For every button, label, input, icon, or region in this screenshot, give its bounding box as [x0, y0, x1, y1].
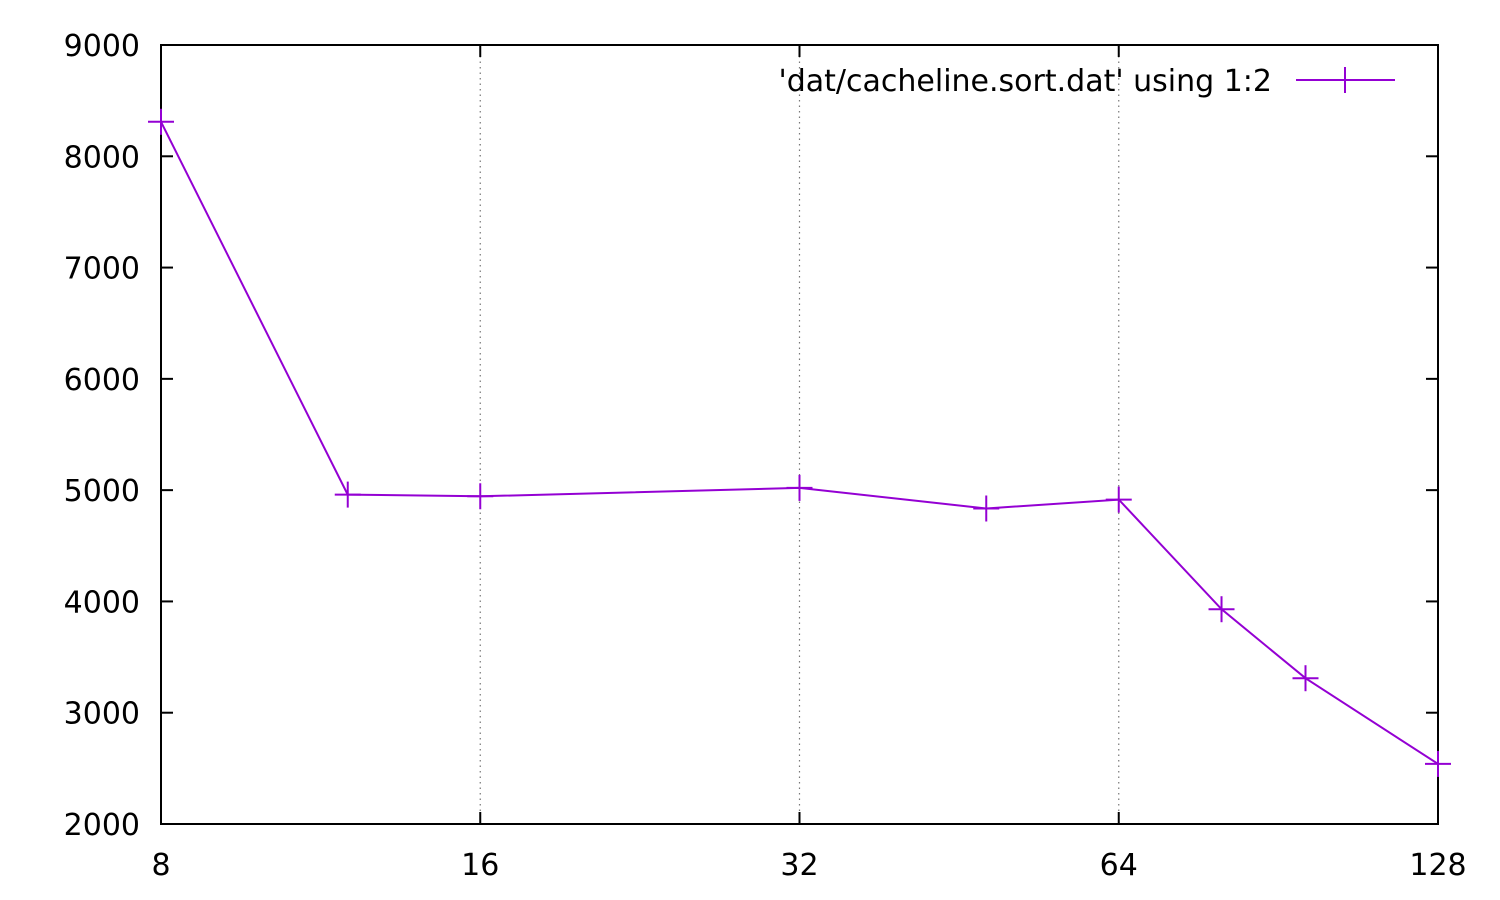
grid-lines: [479, 45, 1120, 824]
data-point: [1105, 486, 1132, 513]
y-tick-label: 8000: [64, 140, 140, 175]
y-tick-label: 3000: [64, 697, 140, 732]
x-tick-label: 8: [151, 848, 170, 883]
data-point: [1208, 596, 1235, 623]
y-tick-label: 6000: [64, 363, 140, 398]
data-point: [973, 495, 1000, 522]
data-point: [1292, 665, 1319, 692]
y-tick-label: 2000: [64, 808, 140, 843]
data-point: [148, 108, 174, 135]
legend-label: 'dat/cacheline.sort.dat' using 1:2: [778, 64, 1272, 99]
plot-area-border: [160, 44, 1439, 825]
series-cacheline-sort: [148, 108, 1451, 777]
data-point: [786, 474, 813, 501]
y-tick-label: 9000: [64, 29, 140, 64]
x-tick-label: 64: [1100, 848, 1138, 883]
data-point: [467, 483, 494, 510]
y-tick-label: 4000: [64, 585, 140, 620]
x-axis-tick-labels: 8 16 32 64 128: [151, 848, 1466, 883]
y-axis-tick-labels: 2000 3000 4000 5000 6000 7000 8000 9000: [64, 29, 140, 843]
x-tick-label: 16: [461, 848, 499, 883]
y-tick-label: 5000: [64, 474, 140, 509]
x-tick-label: 128: [1409, 848, 1466, 883]
legend: 'dat/cacheline.sort.dat' using 1:2: [778, 64, 1395, 99]
data-point: [1425, 750, 1451, 777]
y-tick-label: 7000: [64, 252, 140, 287]
legend-marker: [1332, 67, 1358, 93]
x-tick-label: 32: [780, 848, 818, 883]
data-point: [334, 481, 361, 508]
